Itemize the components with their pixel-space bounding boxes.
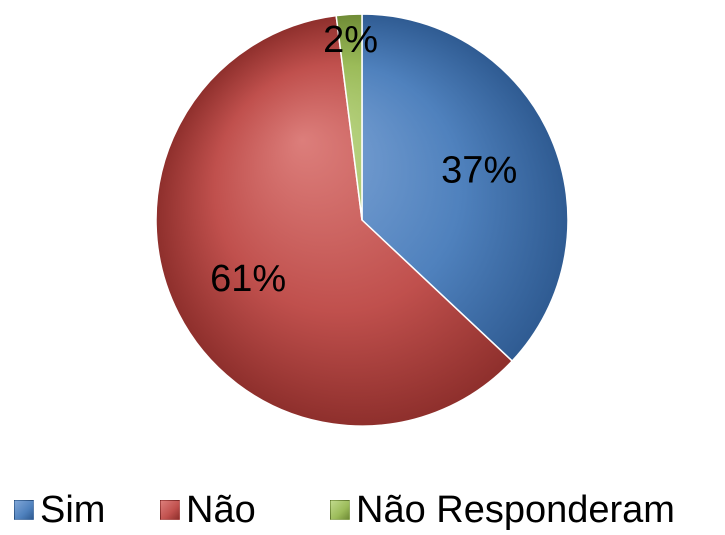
- pie-slice-n-o-responderam: [335, 13, 363, 221]
- legend-label-nao-responderam: Não Responderam: [356, 489, 675, 531]
- legend: Sim Não Não Responderam: [0, 490, 725, 530]
- legend-item-nao: Não: [160, 490, 256, 530]
- pie-label-n-o: 61%: [210, 258, 286, 300]
- pie-label-sim: 37%: [441, 149, 517, 191]
- legend-item-nao-responderam: Não Responderam: [330, 490, 675, 530]
- pie-slice-n-o: [155, 14, 514, 427]
- pie-slice-sim: [361, 13, 569, 363]
- pie-label-n-o-responderam: 2%: [323, 19, 378, 61]
- pie-slices: [155, 13, 569, 427]
- legend-label-nao: Não: [186, 489, 256, 531]
- legend-item-sim: Sim: [14, 490, 105, 530]
- legend-swatch-nao-responderam: [330, 500, 350, 520]
- legend-swatch-sim: [14, 500, 34, 520]
- legend-label-sim: Sim: [40, 489, 106, 531]
- pie-labels: 37% 61% 2%: [210, 19, 517, 300]
- legend-swatch-nao: [160, 500, 180, 520]
